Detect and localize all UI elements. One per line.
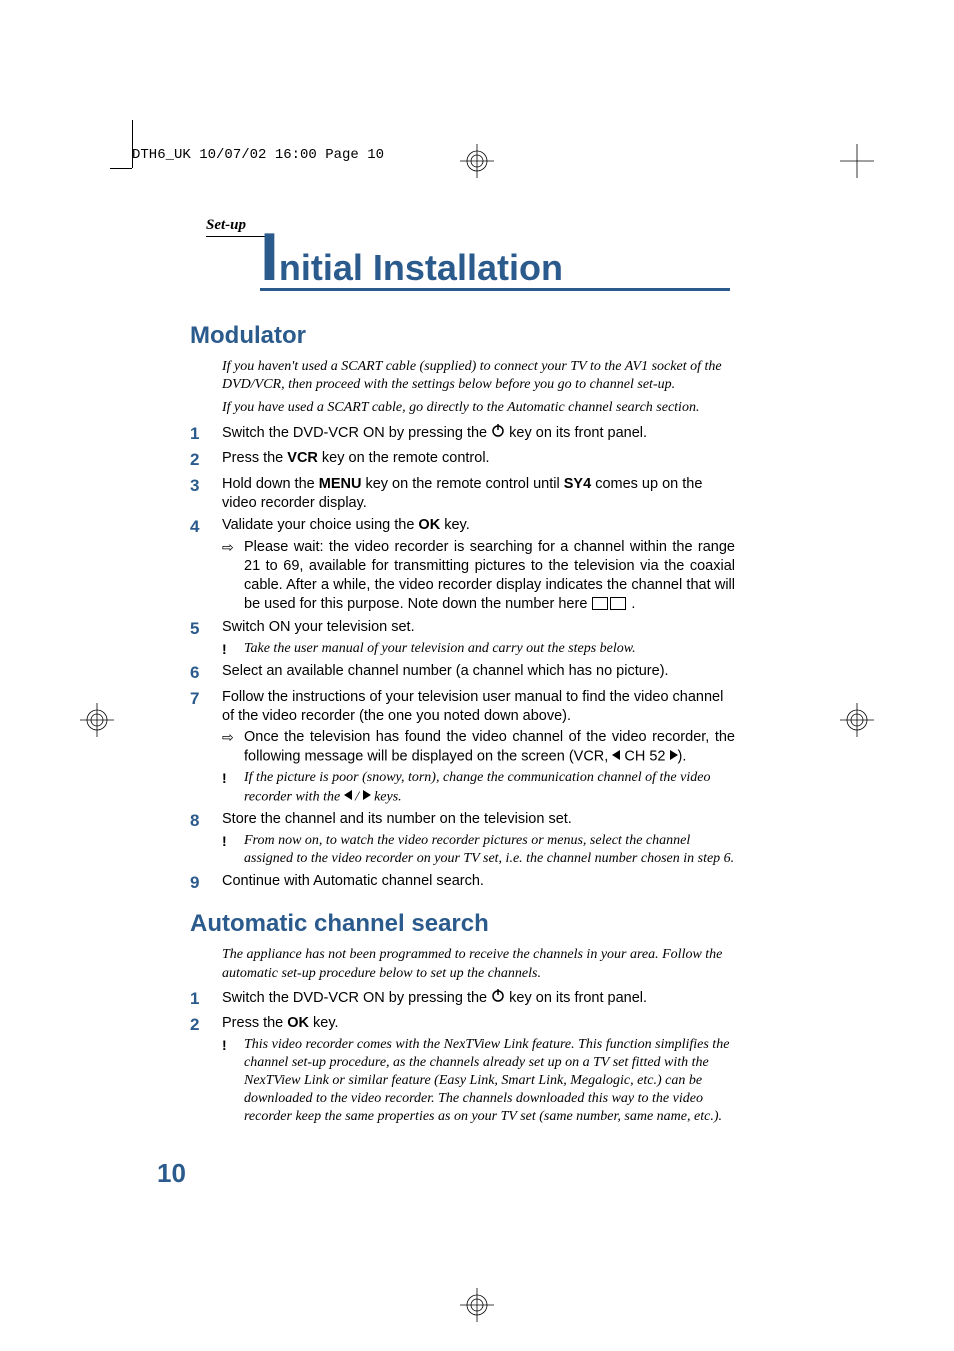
crop-mark-bottom — [460, 1288, 494, 1322]
step-text: Switch the DVD-VCR ON by pressing the — [222, 990, 491, 1006]
key-label: OK — [287, 1015, 309, 1031]
page-number: 10 — [157, 1158, 186, 1189]
triangle-left-icon — [344, 788, 352, 806]
step-row: 4 Validate your choice using the OK key.… — [190, 516, 735, 613]
sub-text: Please wait: the video recorder is searc… — [244, 538, 735, 613]
arrow-icon: ⇨ — [222, 538, 244, 613]
note: ! If the picture is poor (snowy, torn), … — [222, 769, 735, 806]
modulator-intro-2: If you have used a SCART cable, go direc… — [222, 399, 735, 417]
exclaim-icon: ! — [222, 640, 244, 658]
step-number: 1 — [190, 423, 222, 445]
automatic-channel-search-section: Automatic channel search The appliance h… — [190, 910, 735, 1126]
arrow-icon: ⇨ — [222, 728, 244, 766]
acs-heading: Automatic channel search — [190, 910, 735, 938]
step-number: 5 — [190, 618, 222, 658]
blank-box — [592, 597, 608, 610]
title-text: nitial Installation — [279, 247, 563, 289]
step-text: key. — [440, 517, 470, 533]
step-text: Press the — [222, 450, 287, 466]
print-header-info: DTH6_UK 10/07/02 16:00 Page 10 — [132, 147, 384, 163]
crop-corner-horizontal — [110, 168, 132, 169]
triangle-right-icon — [670, 747, 678, 766]
step-text: Hold down the — [222, 476, 319, 492]
step-row: 3 Hold down the MENU key on the remote c… — [190, 475, 735, 513]
crop-mark-left — [80, 703, 114, 737]
crop-mark-top — [460, 144, 494, 178]
step-number: 6 — [190, 662, 222, 684]
key-label: OK — [418, 517, 440, 533]
step-row: 7 Follow the instructions of your televi… — [190, 688, 735, 806]
step-row: 6 Select an available channel number (a … — [190, 662, 735, 684]
main-content: Modulator If you haven't used a SCART ca… — [190, 322, 735, 1131]
step-body: Switch the DVD-VCR ON by pressing the ke… — [222, 423, 735, 445]
step-body: Press the VCR key on the remote control. — [222, 449, 735, 471]
step-text: key on the remote control until — [361, 476, 563, 492]
step-text: Switch ON your television set. — [222, 618, 735, 637]
page-title: Initial Installation — [260, 229, 730, 291]
sub-result: ⇨ Please wait: the video recorder is sea… — [222, 538, 735, 613]
modulator-heading: Modulator — [190, 322, 735, 350]
section-label: Set-up — [206, 217, 246, 233]
key-label: MENU — [319, 476, 362, 492]
step-text: key on its front panel. — [505, 424, 647, 440]
note: ! From now on, to watch the video record… — [222, 832, 735, 868]
acs-intro: The appliance has not been programmed to… — [222, 946, 735, 982]
step-body: Press the OK key. ! This video recorder … — [222, 1014, 735, 1127]
step-text: Switch the DVD-VCR ON by pressing the — [222, 424, 491, 440]
step-body: Follow the instructions of your televisi… — [222, 688, 735, 806]
step-number: 3 — [190, 475, 222, 513]
step-number: 7 — [190, 688, 222, 806]
step-row: 2 Press the VCR key on the remote contro… — [190, 449, 735, 471]
step-number: 2 — [190, 449, 222, 471]
sub-text: Once the television has found the video … — [244, 728, 735, 766]
step-number: 2 — [190, 1014, 222, 1127]
title-drop-cap: I — [260, 229, 279, 287]
note: ! Take the user manual of your televisio… — [222, 640, 735, 658]
step-body: Switch the DVD-VCR ON by pressing the ke… — [222, 988, 735, 1010]
step-body: Switch ON your television set. ! Take th… — [222, 618, 735, 658]
note-text: From now on, to watch the video recorder… — [244, 832, 735, 868]
step-body: Select an available channel number (a ch… — [222, 662, 735, 684]
step-text: key on its front panel. — [505, 990, 647, 1006]
step-text: Follow the instructions of your televisi… — [222, 688, 735, 726]
modulator-intro-1: If you haven't used a SCART cable (suppl… — [222, 358, 735, 394]
step-row: 5 Switch ON your television set. ! Take … — [190, 618, 735, 658]
step-text: Store the channel and its number on the … — [222, 810, 735, 829]
step-body: Continue with Automatic channel search. — [222, 872, 735, 894]
step-row: 1 Switch the DVD-VCR ON by pressing the … — [190, 423, 735, 445]
note-text: This video recorder comes with the NexTV… — [244, 1036, 735, 1127]
step-body: Hold down the MENU key on the remote con… — [222, 475, 735, 513]
step-text: key on the remote control. — [318, 450, 490, 466]
exclaim-icon: ! — [222, 832, 244, 868]
sub-result: ⇨ Once the television has found the vide… — [222, 728, 735, 766]
power-icon — [491, 988, 505, 1008]
step-number: 8 — [190, 810, 222, 868]
note-text: If the picture is poor (snowy, torn), ch… — [244, 769, 735, 806]
note-text: Take the user manual of your television … — [244, 640, 735, 658]
step-number: 4 — [190, 516, 222, 613]
step-text: key. — [309, 1015, 339, 1031]
step-body: Validate your choice using the OK key. ⇨… — [222, 516, 735, 613]
step-text: Validate your choice using the — [222, 517, 418, 533]
step-body: Store the channel and its number on the … — [222, 810, 735, 868]
power-icon — [491, 423, 505, 443]
step-row: 8 Store the channel and its number on th… — [190, 810, 735, 868]
exclaim-icon: ! — [222, 769, 244, 806]
key-label: SY4 — [564, 476, 591, 492]
note: ! This video recorder comes with the Nex… — [222, 1036, 735, 1127]
step-row: 9 Continue with Automatic channel search… — [190, 872, 735, 894]
step-number: 9 — [190, 872, 222, 894]
step-text: Press the — [222, 1015, 287, 1031]
step-number: 1 — [190, 988, 222, 1010]
step-row: 2 Press the OK key. ! This video recorde… — [190, 1014, 735, 1127]
crop-mark-top-right — [840, 144, 874, 178]
crop-mark-right — [840, 703, 874, 737]
key-label: VCR — [287, 450, 318, 466]
triangle-right-icon — [363, 788, 371, 806]
step-row: 1 Switch the DVD-VCR ON by pressing the … — [190, 988, 735, 1010]
blank-box — [610, 597, 626, 610]
exclaim-icon: ! — [222, 1036, 244, 1127]
